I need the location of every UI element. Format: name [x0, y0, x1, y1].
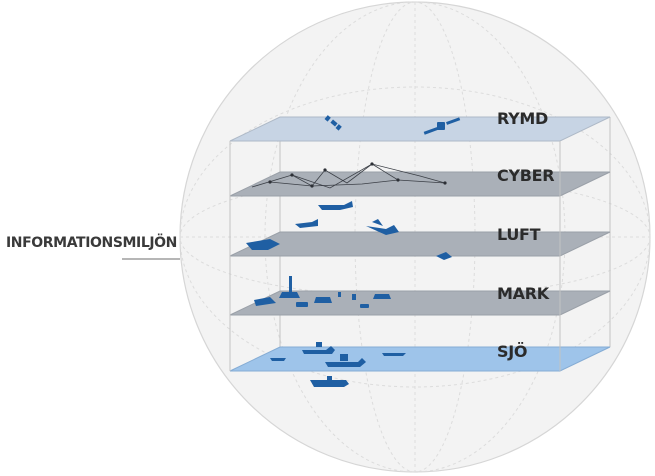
- aircraft-icon: [246, 201, 452, 260]
- ground-vehicles-icon: [254, 276, 391, 308]
- layer-luft: LUFT: [229, 201, 611, 260]
- layer-label-mark: MARK: [497, 284, 550, 303]
- layer-label-rymd: RYMD: [497, 109, 548, 128]
- layer-mark: MARK: [229, 276, 611, 316]
- satellite-icon: [423, 117, 461, 135]
- layer-plane-rymd: [229, 116, 611, 142]
- layer-label-cyber: CYBER: [497, 166, 554, 185]
- environment-label: INFORMATIONSMILJÖN: [6, 233, 177, 251]
- layer-plane-sjo: [229, 346, 611, 372]
- layer-sjo: SJÖ: [229, 342, 611, 387]
- layer-label-luft: LUFT: [497, 225, 541, 244]
- satellite-icon: [324, 115, 342, 131]
- stack-frame-front: [229, 141, 561, 371]
- layer-label-sjo: SJÖ: [497, 342, 527, 361]
- ships-icon: [270, 342, 406, 387]
- layer-plane-luft: [229, 231, 611, 257]
